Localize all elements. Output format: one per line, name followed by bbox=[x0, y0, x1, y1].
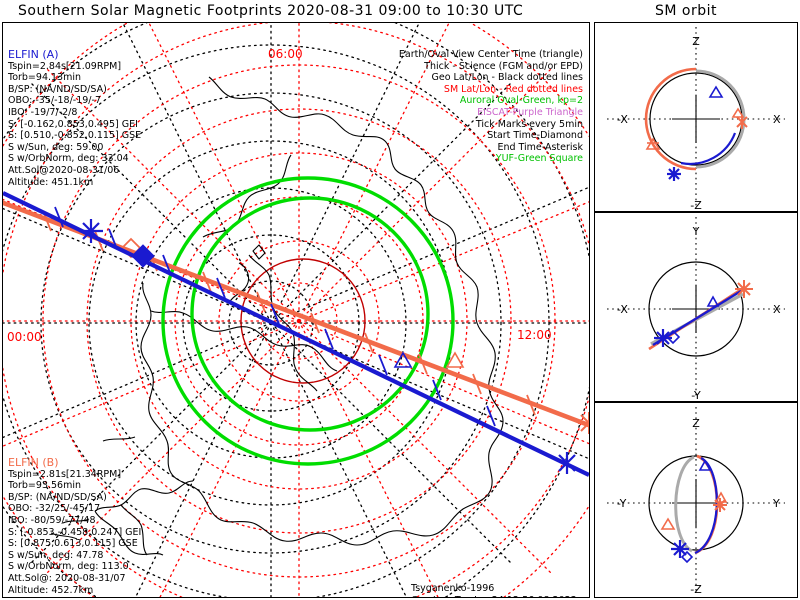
elfin-a-line-6: S: [0.510,-0.852,0.115] GSE bbox=[8, 130, 142, 142]
mlt-label-top: 06:00 bbox=[268, 47, 303, 61]
sm-yz-label-right: Y bbox=[772, 497, 780, 510]
elfin-b-line-3: OBO: -32/25/-45/17 bbox=[8, 503, 101, 515]
elfin-a-track bbox=[3, 191, 589, 477]
sm-xy-label-right: X bbox=[773, 303, 781, 316]
elfin-a-markers-yz bbox=[671, 459, 712, 564]
elfin-a-line-10: Altitude: 451.1km bbox=[8, 176, 94, 188]
sm-orbit-panel-xy: Y -Y -X X bbox=[594, 212, 798, 402]
elfin-b-line-6: S: [0.875,0.613,0.115] GSE bbox=[8, 538, 138, 550]
sm-orbit-panel-xz: Z -Z -X X bbox=[594, 22, 798, 212]
elfin-b-label: ELFIN (B) bbox=[8, 456, 59, 469]
sm-yz-label-bottom: -Z bbox=[690, 583, 702, 596]
mlt-label-right: 12:00 bbox=[517, 328, 552, 342]
elfin-b-markers-xz bbox=[645, 107, 748, 150]
coastline-islands bbox=[50, 480, 194, 556]
elfin-a-markers-xy bbox=[654, 295, 720, 347]
created-timestamp: Created: Tue Jan 24 12:56:08 2023 bbox=[411, 595, 577, 597]
legend-item-7: Start Time-Diamond bbox=[487, 130, 583, 142]
elfin-a-line-2: B/SP: (NA/ND/SD/SA) bbox=[8, 83, 107, 95]
page-title: Southern Solar Magnetic Footprints 2020-… bbox=[18, 3, 524, 19]
elfin-a-line-1: Torb=94.13min bbox=[8, 72, 82, 84]
elfin-a-line-8: S w/OrbNorm, deg: 33.04 bbox=[8, 153, 129, 165]
legend-item-9: YUF-Green Square bbox=[495, 153, 583, 165]
sm-xz-label-bottom: -Z bbox=[690, 199, 702, 211]
sm-xz-label-top: Z bbox=[692, 35, 700, 48]
sm-yz-label-top: Z bbox=[692, 417, 700, 430]
elfin-b-line-8: S w/OrbNorm, deg: 113.0 bbox=[8, 561, 129, 573]
legend-item-3: SM Lat/Lon - Red dotted lines bbox=[443, 83, 583, 95]
elfin-b-end-xy bbox=[735, 280, 753, 298]
legend-item-4: Auroral Oval-Green, kp=2 bbox=[459, 95, 583, 107]
mlt-label-left: 00:00 bbox=[7, 330, 42, 344]
legend-item-2: Geo Lat/Lon - Black dotted lines bbox=[431, 72, 583, 84]
elfin-b-line-5: S: [-0.853,-0.458,0.247] GEI bbox=[8, 526, 142, 538]
elfin-a-markers-xz bbox=[667, 85, 724, 181]
sm-xz-svg: Z -Z -X X bbox=[607, 27, 785, 211]
polar-map-panel: ELFIN (A) Tspin=2.84s[21.09RPM] Torb=94.… bbox=[2, 22, 590, 598]
elfin-b-line-10: Altitude: 452.7km bbox=[8, 584, 94, 596]
sm-orbit-title: SM orbit bbox=[655, 3, 718, 19]
legend-item-0: Earth/Oval View Center Time (triangle) bbox=[398, 49, 583, 60]
sm-xy-label-left: -X bbox=[617, 303, 628, 316]
elfin-a-line-3: OBO: -35/-18/-19/-7 bbox=[8, 95, 101, 107]
elfin-a-line-9: Att.Sol@2020-08-31/06 bbox=[8, 164, 120, 176]
sm-yz-label-left: -Y bbox=[617, 497, 627, 510]
sm-xz-label-left: -X bbox=[617, 113, 628, 126]
legend-item-8: End Time-Asterisk bbox=[497, 141, 583, 153]
sm-inner-circle bbox=[240, 258, 366, 384]
elfin-b-line-7: S w/Sun, deg: 47.78 bbox=[8, 549, 104, 561]
auroral-oval bbox=[161, 176, 455, 466]
elfin-b-end-marker bbox=[578, 412, 589, 434]
model-name: Tsyganenko-1996 bbox=[411, 583, 495, 594]
sm-orbit-panel-yz: Z -Z -Y Y bbox=[594, 402, 798, 598]
legend-item-6: Tick Marks every 5min bbox=[475, 118, 583, 130]
elfin-a-label: ELFIN (A) bbox=[8, 48, 59, 61]
elfin-b-line-1: Torb=93.56min bbox=[8, 480, 82, 492]
elfin-b-line-9: Att.Sol@: 2020-08-31/07 bbox=[8, 572, 126, 584]
elfin-a-line-4: IBO: -19/7/-2/8 bbox=[8, 106, 78, 118]
elfin-a-line-5: S: [-0.162,0.853,0.495] GEI bbox=[8, 118, 138, 130]
credits-block: Tsyganenko-1996 Created: Tue Jan 24 12:5… bbox=[411, 583, 577, 597]
elfin-a-end-marker bbox=[558, 452, 576, 474]
coastline bbox=[102, 76, 504, 546]
legend-item-5: EISCAT-Purple Triangle bbox=[477, 106, 583, 118]
legend-item-1: Thick - Science (FGM and/or EPD) bbox=[424, 60, 583, 72]
sm-yz-svg: Z -Z -Y Y bbox=[607, 407, 785, 596]
elfin-b-info-block: ELFIN (B) Tspin=2.81s[21.34RPM] Torb=93.… bbox=[8, 457, 141, 596]
elfin-a-marker-ast bbox=[79, 219, 103, 243]
elfin-b-line-0: Tspin=2.81s[21.34RPM] bbox=[8, 468, 122, 480]
legend: Earth/Oval View Center Time (triangle) T… bbox=[399, 49, 583, 165]
elfin-a-line-0: Tspin=2.84s[21.09RPM] bbox=[8, 60, 122, 72]
sm-xy-svg: Y -Y -X X bbox=[607, 217, 785, 401]
sm-xy-label-bottom: -Y bbox=[691, 389, 701, 401]
elfin-a-line-7: S w/Sun, deg: 59.00 bbox=[8, 141, 104, 153]
geo-meridians bbox=[3, 23, 589, 597]
elfin-a-start-marker bbox=[131, 244, 155, 268]
elfin-b-line-4: IBO: -80/59/-77/48 bbox=[8, 514, 96, 526]
polar-map-svg bbox=[3, 23, 589, 597]
sm-xy-label-top: Y bbox=[692, 225, 700, 238]
sm-xz-label-right: X bbox=[773, 113, 781, 126]
elfin-a-info-block: ELFIN (A) Tspin=2.84s[21.09RPM] Torb=94.… bbox=[8, 49, 141, 188]
elfin-b-line-2: B/SP: (NA/ND/SD/SA) bbox=[8, 491, 107, 503]
elfin-b-markers-yz bbox=[660, 491, 728, 530]
